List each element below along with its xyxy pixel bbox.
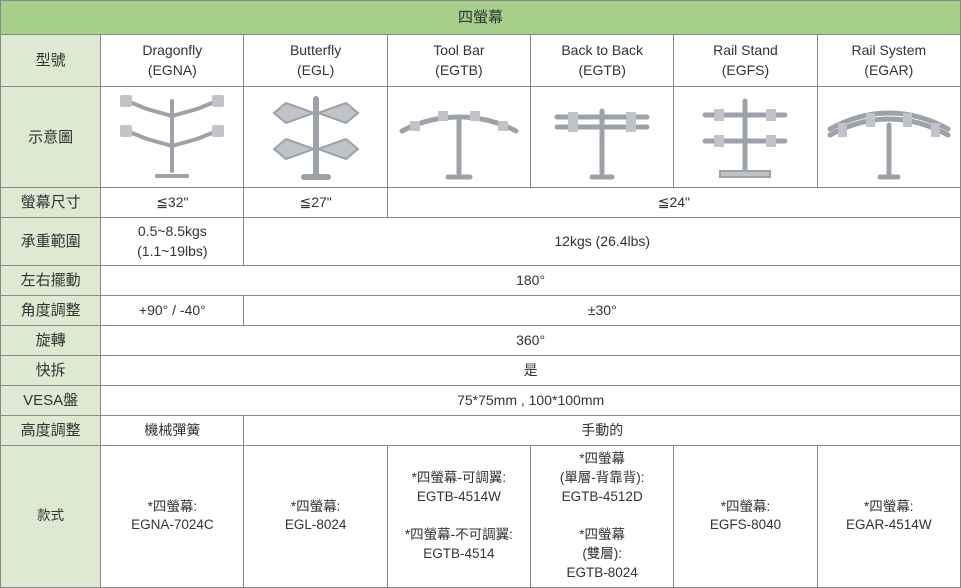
row-header-image: 示意圖 xyxy=(1,87,101,188)
row-header-load: 承重範圍 xyxy=(1,218,101,266)
model-dragonfly: Dragonfly (EGNA) xyxy=(101,35,244,87)
row-header-screen: 螢幕尺寸 xyxy=(1,188,101,218)
tilt-c1: +90° / -40° xyxy=(101,296,244,326)
style-c2: *四螢幕: EGL-8024 xyxy=(244,446,387,587)
image-toolbar xyxy=(387,87,530,188)
railstand-icon xyxy=(690,91,800,183)
screen-c3-6: ≦24" xyxy=(387,188,960,218)
table-title: 四螢幕 xyxy=(1,1,961,35)
model-backtoback: Back to Back (EGTB) xyxy=(531,35,674,87)
model-railsystem: Rail System (EGAR) xyxy=(817,35,960,87)
model-butterfly: Butterfly (EGL) xyxy=(244,35,387,87)
backtoback-icon xyxy=(542,91,662,183)
vesa-all: 75*75mm , 100*100mm xyxy=(101,386,961,416)
railsystem-icon xyxy=(824,91,954,183)
style-c4: *四螢幕 (單層-背靠背): EGTB-4512D *四螢幕 (雙層): EGT… xyxy=(531,446,674,587)
title-row: 四螢幕 xyxy=(1,1,961,35)
quick-all: 是 xyxy=(101,356,961,386)
screen-c2: ≦27" xyxy=(244,188,387,218)
height-c1: 機械彈簧 xyxy=(101,416,244,446)
butterfly-icon xyxy=(256,91,376,183)
image-butterfly xyxy=(244,87,387,188)
load-c1: 0.5~8.5kgs (1.1~19lbs) xyxy=(101,218,244,266)
row-header-style: 款式 xyxy=(1,446,101,587)
image-dragonfly xyxy=(101,87,244,188)
height-c2-6: 手動的 xyxy=(244,416,961,446)
style-c5: *四螢幕: EGFS-8040 xyxy=(674,446,817,587)
load-row: 承重範圍 0.5~8.5kgs (1.1~19lbs) 12kgs (26.4l… xyxy=(1,218,961,266)
image-railsystem xyxy=(817,87,960,188)
swivel-row: 左右擺動 180° xyxy=(1,266,961,296)
toolbar-icon xyxy=(394,91,524,183)
row-header-swivel: 左右擺動 xyxy=(1,266,101,296)
dragonfly-icon xyxy=(112,91,232,183)
screen-c1: ≦32" xyxy=(101,188,244,218)
load-c2-6: 12kgs (26.4lbs) xyxy=(244,218,961,266)
image-backtoback xyxy=(531,87,674,188)
height-row: 高度調整 機械彈簧 手動的 xyxy=(1,416,961,446)
image-railstand xyxy=(674,87,817,188)
model-toolbar: Tool Bar (EGTB) xyxy=(387,35,530,87)
style-c1: *四螢幕: EGNA-7024C xyxy=(101,446,244,587)
quick-row: 快拆 是 xyxy=(1,356,961,386)
rotate-row: 旋轉 360° xyxy=(1,326,961,356)
model-row: 型號 Dragonfly (EGNA) Butterfly (EGL) Tool… xyxy=(1,35,961,87)
screen-row: 螢幕尺寸 ≦32" ≦27" ≦24" xyxy=(1,188,961,218)
rotate-all: 360° xyxy=(101,326,961,356)
row-header-vesa: VESA盤 xyxy=(1,386,101,416)
style-c6: *四螢幕: EGAR-4514W xyxy=(817,446,960,587)
row-header-quick: 快拆 xyxy=(1,356,101,386)
row-header-tilt: 角度調整 xyxy=(1,296,101,326)
vesa-row: VESA盤 75*75mm , 100*100mm xyxy=(1,386,961,416)
swivel-all: 180° xyxy=(101,266,961,296)
model-railstand: Rail Stand (EGFS) xyxy=(674,35,817,87)
row-header-rotate: 旋轉 xyxy=(1,326,101,356)
spec-table: 四螢幕 型號 Dragonfly (EGNA) Butterfly (EGL) … xyxy=(0,0,961,588)
row-header-model: 型號 xyxy=(1,35,101,87)
tilt-c2-6: ±30° xyxy=(244,296,961,326)
style-row: 款式 *四螢幕: EGNA-7024C *四螢幕: EGL-8024 *四螢幕-… xyxy=(1,446,961,587)
image-row: 示意圖 xyxy=(1,87,961,188)
tilt-row: 角度調整 +90° / -40° ±30° xyxy=(1,296,961,326)
row-header-height: 高度調整 xyxy=(1,416,101,446)
style-c3: *四螢幕-可調翼: EGTB-4514W *四螢幕-不可調翼: EGTB-451… xyxy=(387,446,530,587)
